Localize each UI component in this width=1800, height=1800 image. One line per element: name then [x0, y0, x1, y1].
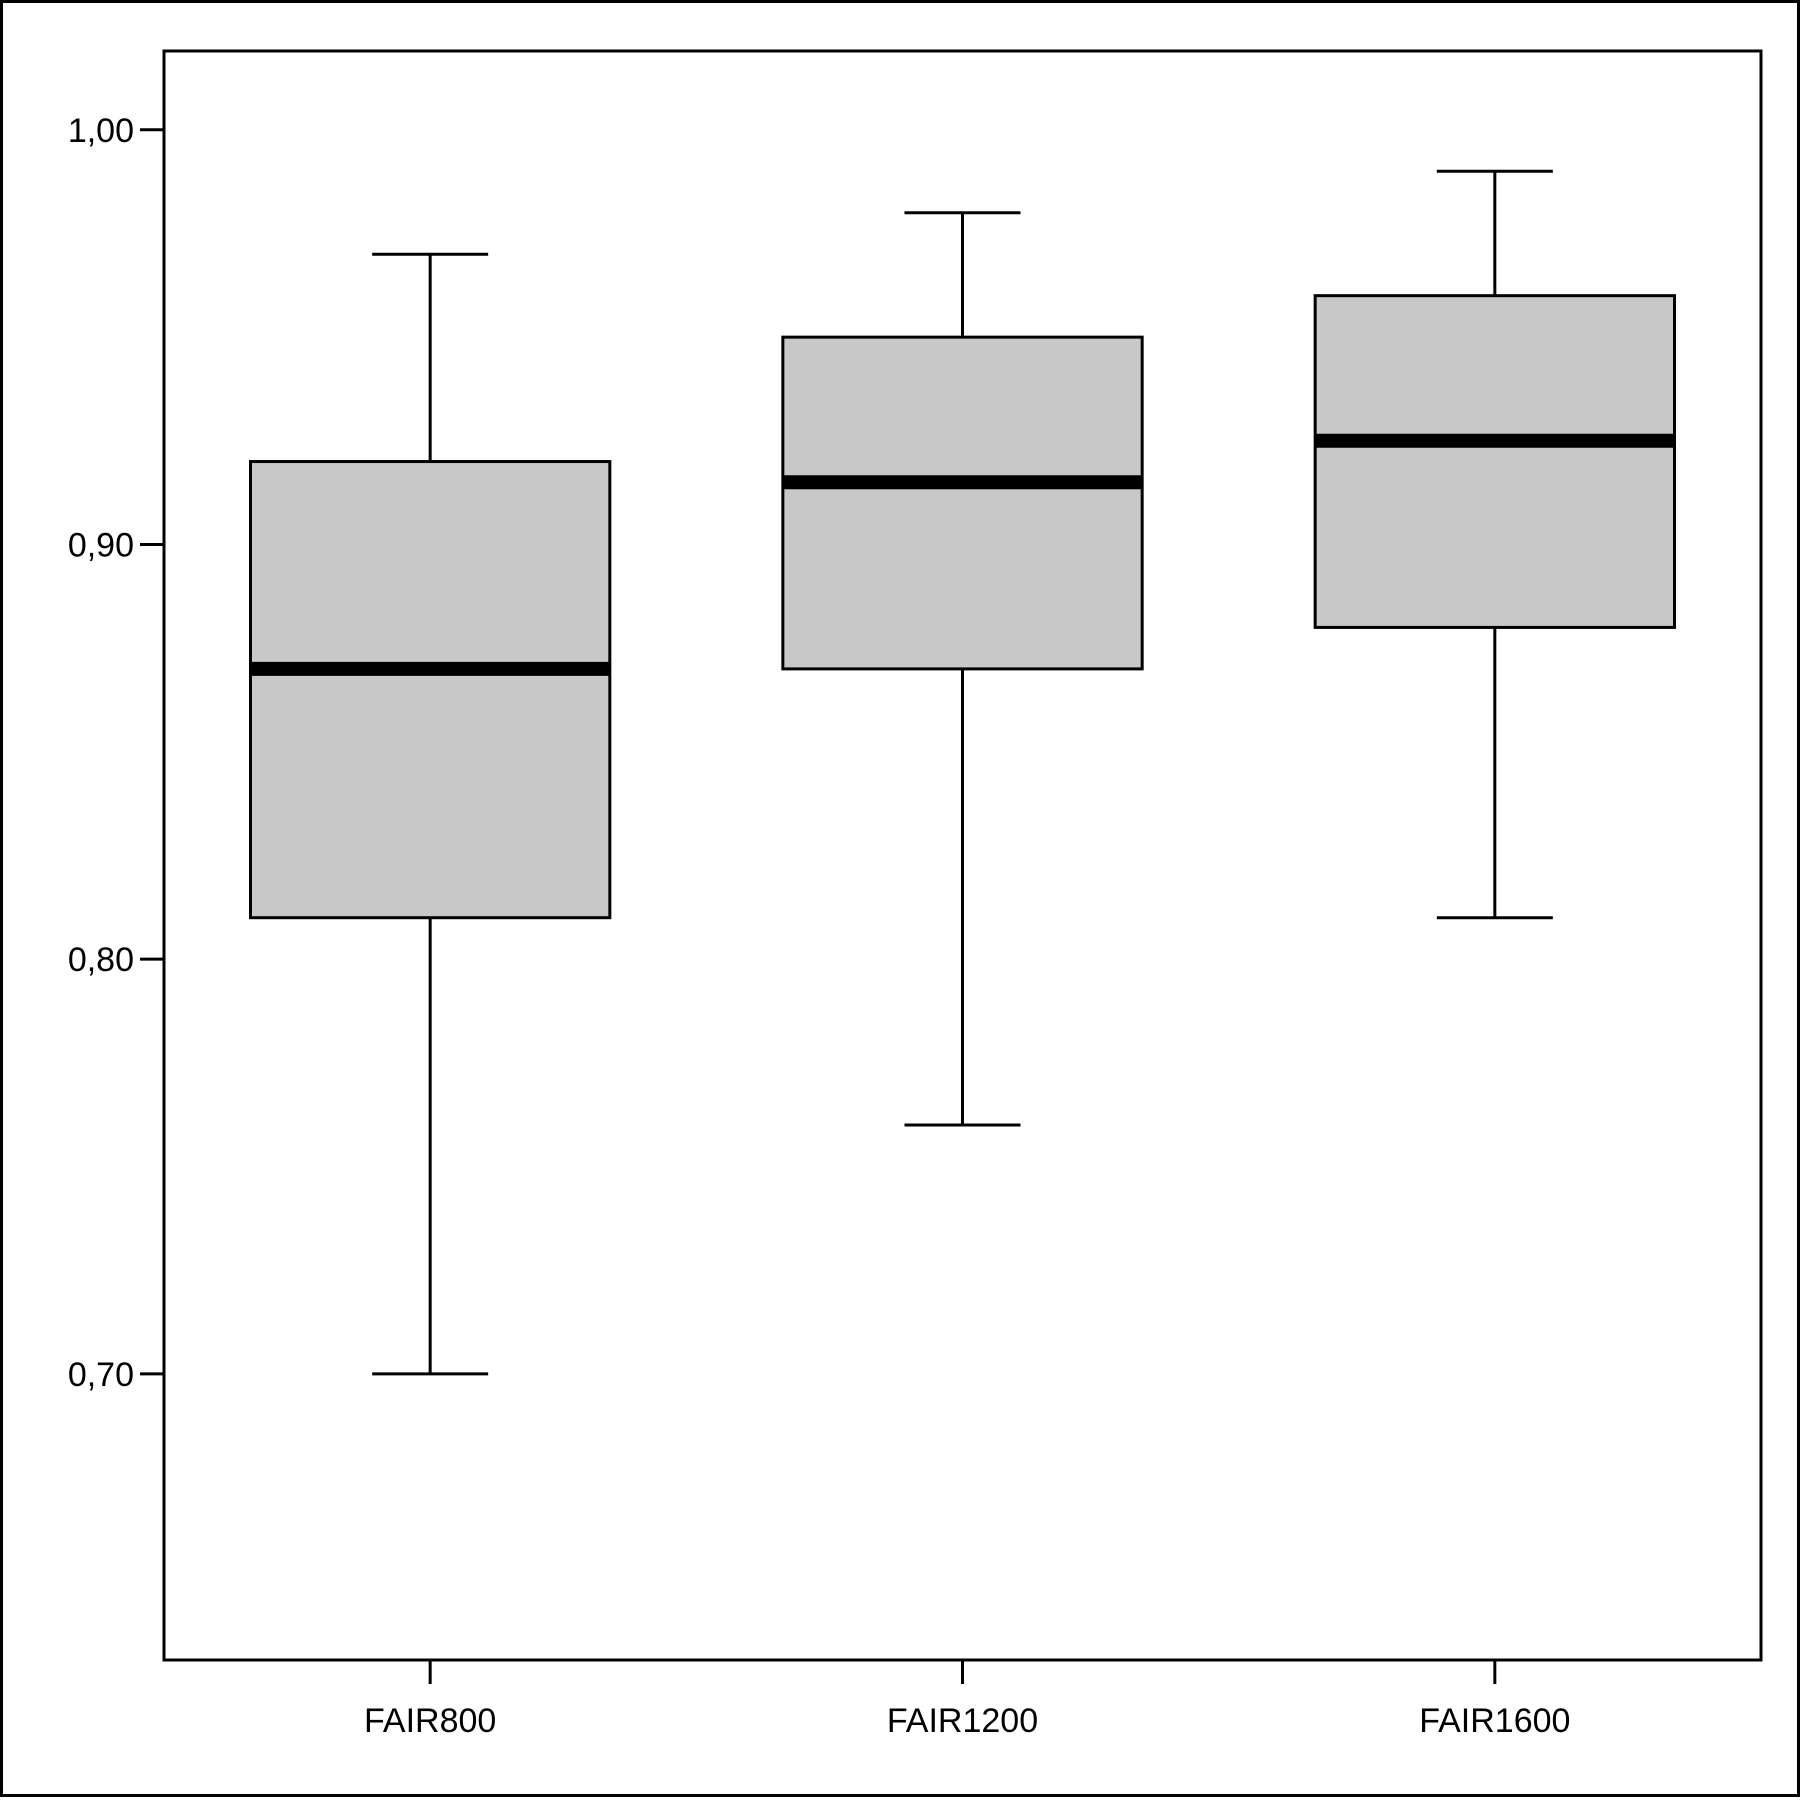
boxplot-chart: 0,70 0,80 0,90 1,00 FAIR800 FAIR1200 FAIR1600 — [68, 49, 1763, 1740]
box-fair1200 — [781, 335, 1144, 671]
x-tick-label: FAIR1600 — [1419, 1702, 1570, 1740]
y-tick-label: 0,90 — [68, 526, 134, 564]
y-tick-label: 1,00 — [68, 112, 134, 150]
x-tick-label: FAIR800 — [364, 1702, 496, 1740]
x-tick-label: FAIR1200 — [887, 1702, 1038, 1740]
box-fair800 — [249, 460, 612, 920]
y-tick-label: 0,80 — [68, 941, 134, 979]
box-fair1600 — [1313, 294, 1676, 629]
y-tick-label: 0,70 — [68, 1356, 134, 1394]
